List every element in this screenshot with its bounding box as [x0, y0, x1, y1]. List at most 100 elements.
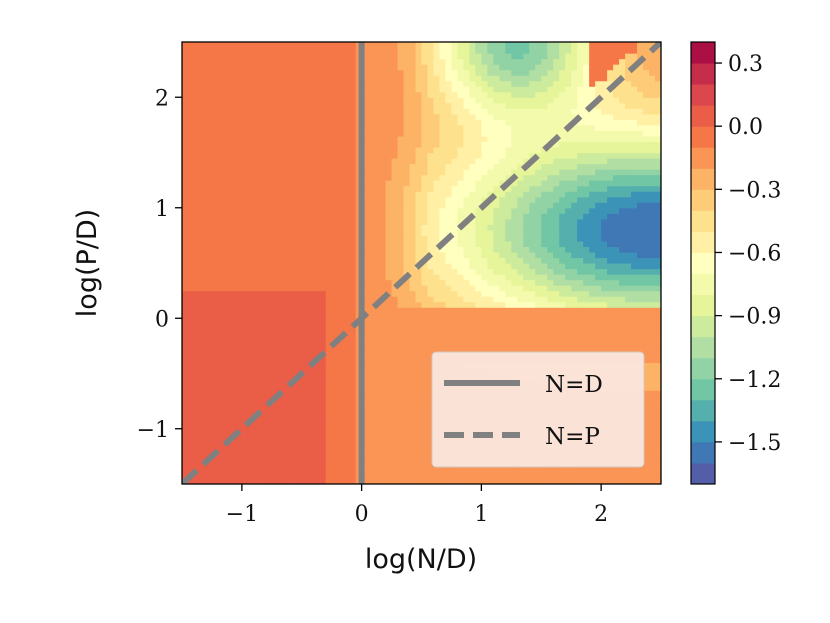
- contour-cell: [457, 174, 465, 181]
- contour-cell: [463, 58, 470, 65]
- contour-cell: [469, 268, 476, 275]
- contour-cell: [289, 213, 297, 220]
- contour-cell: [421, 384, 429, 391]
- contour-cell: [247, 169, 255, 176]
- contour-cell: [319, 246, 327, 253]
- contour-cell: [403, 318, 411, 325]
- contour-cell: [193, 135, 201, 143]
- contour-cell: [205, 467, 213, 474]
- contour-cell: [349, 312, 357, 319]
- contour-cell: [367, 75, 375, 82]
- contour-cell: [535, 86, 542, 93]
- contour-cell: [517, 472, 524, 480]
- contour-cell: [433, 301, 441, 308]
- contour-cell: [301, 158, 309, 165]
- contour-cell: [475, 246, 482, 253]
- contour-cell: [529, 268, 536, 275]
- contour-cell: [511, 196, 518, 203]
- contour-cell: [199, 412, 207, 419]
- contour-cell: [385, 235, 393, 242]
- contour-cell: [241, 102, 249, 109]
- contour-cell: [391, 47, 399, 54]
- contour-cell: [463, 301, 470, 308]
- contour-cell: [325, 163, 333, 170]
- contour-cell: [265, 141, 273, 148]
- contour-cell: [295, 47, 303, 54]
- contour-cell: [247, 340, 255, 347]
- contour-cell: [319, 362, 327, 369]
- contour-cell: [529, 113, 536, 120]
- contour-cell: [373, 367, 381, 375]
- contour-cell: [241, 340, 249, 347]
- contour-cell: [367, 207, 375, 214]
- contour-cell: [325, 412, 333, 419]
- contour-cell: [343, 113, 351, 120]
- contour-cell: [325, 146, 333, 154]
- contour-cell: [271, 141, 279, 148]
- contour-cell: [421, 268, 429, 275]
- contour-cell: [325, 362, 333, 369]
- contour-cell: [493, 196, 500, 203]
- contour-cell: [379, 461, 387, 469]
- contour-cell: [499, 135, 506, 143]
- contour-cell: [439, 323, 447, 330]
- contour-cell: [463, 323, 470, 330]
- contour-cell: [517, 42, 524, 49]
- contour-cell: [541, 340, 548, 347]
- contour-cell: [193, 412, 201, 419]
- contour-cell: [487, 329, 494, 336]
- contour-cell: [463, 47, 470, 54]
- contour-cell: [373, 340, 381, 347]
- contour-cell: [403, 257, 411, 264]
- contour-cell: [349, 439, 357, 446]
- contour-cell: [493, 58, 500, 65]
- contour-cell: [451, 268, 459, 275]
- contour-cell: [463, 285, 470, 292]
- contour-cell: [427, 257, 435, 264]
- contour-cell: [259, 180, 267, 187]
- contour-cell: [235, 124, 243, 131]
- contour-cell: [187, 224, 195, 231]
- contour-cell: [451, 218, 459, 225]
- contour-cell: [307, 263, 315, 270]
- contour-cell: [349, 467, 357, 474]
- contour-cell: [541, 97, 548, 104]
- contour-cell: [427, 180, 435, 187]
- contour-cell: [271, 467, 279, 474]
- contour-cell: [253, 196, 261, 203]
- contour-cell: [229, 461, 237, 469]
- contour-cell: [199, 301, 207, 308]
- contour-cell: [223, 379, 231, 386]
- contour-cell: [259, 75, 267, 82]
- contour-cell: [421, 467, 429, 474]
- contour-cell: [241, 390, 249, 397]
- contour-cell: [289, 301, 297, 308]
- contour-cell: [391, 290, 399, 297]
- contour-cell: [547, 296, 554, 303]
- contour-cell: [211, 229, 219, 236]
- contour-cell: [409, 285, 417, 292]
- contour-cell: [349, 124, 357, 131]
- contour-cell: [319, 80, 327, 87]
- contour-cell: [187, 229, 195, 236]
- contour-cell: [427, 141, 435, 148]
- contour-cell: [469, 64, 476, 71]
- contour-cell: [475, 53, 482, 60]
- contour-cell: [535, 174, 542, 181]
- contour-cell: [379, 312, 387, 319]
- contour-cell: [427, 224, 435, 231]
- contour-cell: [397, 42, 405, 49]
- contour-cell: [277, 213, 285, 220]
- contour-cell: [259, 235, 267, 242]
- contour-cell: [511, 180, 518, 187]
- contour-cell: [277, 69, 285, 76]
- contour-cell: [301, 373, 309, 380]
- contour-cell: [277, 64, 285, 71]
- contour-cell: [433, 285, 441, 292]
- contour-cell: [319, 395, 327, 402]
- contour-cell: [247, 318, 255, 325]
- contour-cell: [229, 290, 237, 297]
- contour-cell: [505, 163, 512, 170]
- contour-cell: [349, 412, 357, 419]
- contour-cell: [541, 478, 548, 484]
